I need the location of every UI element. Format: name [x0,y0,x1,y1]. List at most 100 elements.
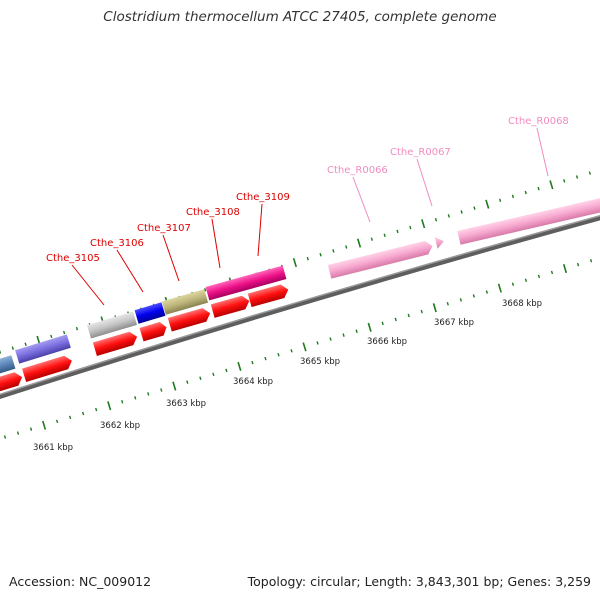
leader-line-3106 [116,249,144,293]
minor-tick [3,435,7,439]
minor-tick [588,171,591,175]
major-tick [421,219,426,229]
minor-tick [409,225,412,230]
minor-tick [511,194,515,199]
minor-tick [563,179,566,183]
scale-label-3667: 3667 kbp [434,318,474,328]
gene-label-cthe-3107: Cthe_3107 [137,223,191,234]
gene-block-purple [15,334,71,364]
minor-tick [550,270,554,275]
topology-text: Topology: circular; Length: 3,843,301 bp… [247,574,591,589]
minor-tick [396,229,399,234]
minor-tick [575,175,579,179]
major-tick [497,283,502,293]
minor-tick [55,419,59,424]
major-tick [107,401,112,411]
minor-tick [459,298,462,302]
minor-tick [316,341,319,345]
minor-tick [290,349,293,353]
cds-arrow [139,322,167,342]
leader-line-3109 [257,203,263,257]
minor-tick [11,346,14,350]
leader-line-3105 [71,264,105,306]
minor-tick [381,321,384,326]
minor-tick [160,388,163,392]
major-tick [172,381,177,391]
gene-label-cthe-r0067: Cthe_R0067 [390,147,451,158]
minor-tick [447,214,450,218]
minor-tick [121,400,124,404]
minor-tick [62,330,66,335]
scale-label-3666: 3666 kbp [367,337,407,347]
major-tick [485,199,490,209]
minor-tick [332,249,335,253]
leader-line-R0066 [352,176,371,223]
minor-tick [186,380,189,384]
rna-block-R0066 [327,240,433,279]
minor-tick [95,407,98,412]
gene-block-gray [87,311,137,339]
leader-line-3107 [162,234,180,282]
leader-line-R0067 [416,158,433,207]
minor-tick [345,245,348,249]
cds-strand-track [0,284,289,397]
forward-strand-track [0,197,600,382]
minor-tick [589,258,593,263]
minor-tick [212,372,215,377]
major-tick [367,322,372,332]
minor-tick [199,376,202,380]
minor-tick [75,326,79,331]
gene-block-magenta [205,265,287,301]
major-tick [562,263,568,274]
minor-tick [485,290,488,294]
minor-tick [394,317,397,322]
gene-block-steel [0,355,16,382]
cds-arrow [210,295,250,318]
cds-arrow [22,355,72,383]
minor-tick [524,190,527,195]
minor-tick [29,427,33,431]
minor-tick [147,392,150,396]
minor-tick [370,237,374,241]
scale-label-3662: 3662 kbp [100,421,140,431]
gene-label-cthe-3109: Cthe_3109 [236,192,290,203]
major-tick [302,342,307,352]
minor-tick [355,329,358,333]
minor-tick [420,309,423,314]
minor-tick [383,233,386,238]
accession-text: Accession: NC_009012 [9,574,152,589]
minor-tick [329,337,332,341]
scale-label-3668: 3668 kbp [502,299,542,309]
gene-block-blue [134,302,166,324]
gene-label-cthe-3106: Cthe_3106 [90,238,144,249]
figure-title: Clostridium thermocellum ATCC 27405, com… [103,9,497,25]
cds-arrow [92,331,138,356]
rna-block-R0067 [434,237,444,249]
scale-label-3663: 3663 kbp [166,399,206,409]
gene-label-cthe-3108: Cthe_3108 [186,207,240,218]
minor-tick [434,218,438,222]
major-tick [42,420,47,430]
major-tick [549,180,554,190]
lower-tick-track [3,258,593,439]
minor-tick [472,294,475,298]
gene-label-cthe-r0066: Cthe_R0066 [327,165,388,176]
minor-tick [319,253,322,257]
minor-tick [511,282,515,286]
minor-tick [277,352,280,357]
minor-tick [407,313,410,318]
minor-tick [446,302,449,306]
minor-tick [498,198,502,203]
cds-arrow [167,308,211,332]
minor-tick [225,368,228,373]
minor-tick [473,206,476,210]
minor-tick [576,262,580,267]
major-tick [292,257,298,268]
minor-tick [537,274,541,279]
scale-label-3664: 3664 kbp [233,377,273,387]
minor-tick [24,342,27,346]
minor-tick [524,278,528,283]
minor-tick [537,186,540,191]
scale-label-3661: 3661 kbp [33,443,73,453]
